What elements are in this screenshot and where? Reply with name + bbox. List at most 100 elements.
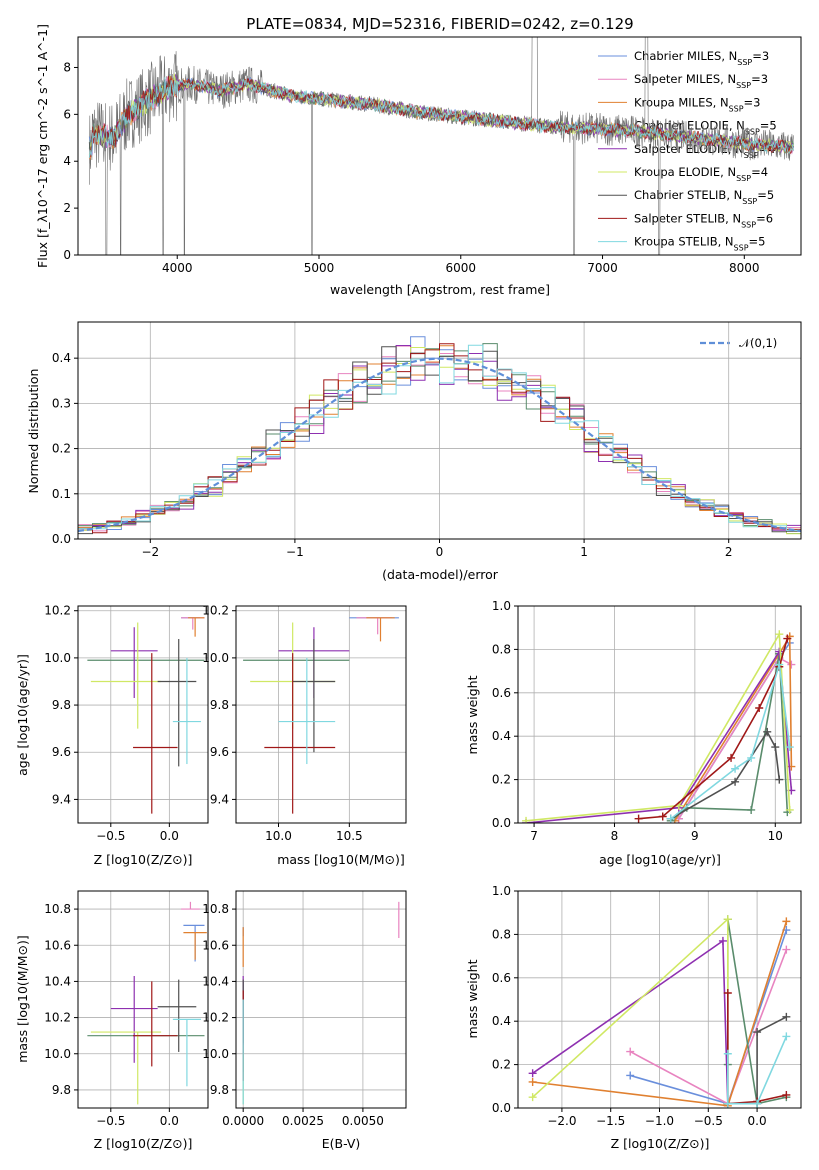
axes-frame — [77, 321, 802, 540]
y-tick-label: 9.4 — [210, 792, 229, 806]
mass-ebv-x-label: E(B-V) — [322, 1136, 361, 1151]
y-tick-label: 10.0 — [44, 651, 71, 665]
mass-weight-point — [626, 1047, 635, 1056]
weight-vs-age-panel: age [log10(age/yr)] mass weight 7 8 9 10 0.0… — [465, 599, 802, 867]
mass-weight-point — [727, 753, 736, 762]
legend-entry-count: =5 — [757, 188, 774, 202]
y-tick-label: 10.8 — [44, 902, 71, 916]
x-tick-label: 8 — [611, 829, 619, 843]
y-tick-label: 10.6 — [202, 938, 229, 952]
x-tick-label: −0.5 — [96, 829, 125, 843]
x-tick-label: 0 — [436, 545, 444, 559]
mass-weight-point — [723, 1049, 732, 1058]
residual-y-label: Normed distribution — [26, 369, 41, 494]
mass-weight-point — [658, 812, 667, 821]
spectrum-y-label: Flux [f_λ10^-17 erg cm^-2 s^-1 A^-1] — [35, 24, 50, 268]
y-tick-label: 0.4 — [492, 1014, 511, 1028]
plot-area-weight-vs-Z — [528, 915, 791, 1108]
x-tick-label: 9 — [691, 829, 699, 843]
y-tick-label: 10.0 — [202, 1047, 229, 1061]
mass-weight-point — [626, 1071, 635, 1080]
y-tick-label: 0.2 — [492, 773, 511, 787]
y-tick-label: 1.0 — [492, 599, 511, 613]
plot-area-mass-vs-EBV — [242, 901, 400, 1105]
y-tick-label: 2 — [63, 201, 71, 215]
axes-frame — [77, 605, 209, 824]
plot-area-age-vs-mass — [243, 617, 399, 814]
x-tick-label: 5000 — [304, 261, 335, 275]
mass-weight-point — [731, 764, 740, 773]
y-tick-label: 0.6 — [492, 686, 511, 700]
x-tick-label: 0.0 — [160, 1114, 179, 1128]
y-tick-label: 0.6 — [492, 971, 511, 985]
y-tick-label: 10.2 — [44, 1011, 71, 1025]
x-tick-label: 0.0025 — [282, 1114, 324, 1128]
y-tick-label: 0.0 — [492, 1101, 511, 1115]
age-vs-mass-panel: mass [log10(M/M⊙)] 10.0 10.59.49.69.810.0… — [202, 604, 407, 867]
spectrum-panel: PLATE=0834, MJD=52316, FIBERID=0242, z=0… — [35, 15, 802, 297]
x-tick-label: 2 — [725, 545, 733, 559]
y-tick-label: 0.3 — [52, 396, 71, 410]
x-tick-label: −1.0 — [645, 1114, 674, 1128]
y-tick-label: 1.0 — [492, 884, 511, 898]
axes-mass-vs-EBV: 0.0000 0.0025 0.0050 9.8 10.0 10.2 10.4 10.6 10.… — [202, 891, 406, 1128]
legend-entry-sub: SSP — [734, 243, 749, 252]
axes-mass-vs-Z: −0.5 0.0 9.8 10.0 10.2 10.4 10.6 10.8 — [44, 891, 208, 1128]
legend-entry-count: =5 — [760, 119, 777, 133]
mass-vs-ebv-panel: E(B-V) 0.0000 0.0025 0.0050 9.8 10.0 10.2 10.4… — [202, 890, 407, 1151]
y-tick-label: 10.8 — [202, 902, 229, 916]
y-tick-label: 0.4 — [492, 729, 511, 743]
mass-weight-line — [525, 631, 791, 822]
weight-age-x-label: age [log10(age/yr)] — [599, 852, 721, 867]
x-tick-label: −0.5 — [96, 1114, 125, 1128]
y-tick-label: 0.0 — [52, 532, 71, 546]
plot-area-spectrum — [88, 37, 795, 255]
legend-entry-count: =4 — [751, 165, 768, 179]
y-tick-label: 10.2 — [202, 1011, 229, 1025]
axes-weight-vs-age: 7 8 9 10 0.0 0.2 0.4 0.6 0.8 1.0 — [492, 599, 801, 843]
residual-histogram-step — [78, 344, 801, 531]
y-tick-label: 10.2 — [202, 604, 229, 618]
x-tick-label: 0.0 — [160, 829, 179, 843]
y-tick-label: 9.6 — [210, 745, 229, 759]
mass-weight-point — [782, 945, 791, 954]
mass-weight-point — [753, 1099, 762, 1108]
mass-weight-line — [525, 649, 793, 823]
legend-entry: Kroupa ELODIE, NSSP=4 — [634, 165, 768, 183]
plot-area-mass-vs-Z — [87, 901, 207, 1105]
mass-weight-point — [787, 660, 796, 669]
mass-weight-point — [771, 743, 780, 752]
model-spectrum-line — [88, 77, 795, 158]
legend-entry-count: =3 — [751, 72, 768, 86]
model-spectrum-line — [88, 74, 795, 155]
axes-age-vs-mass: 10.0 10.5 9.4 9.6 9.8 10.0 10.2 — [202, 604, 406, 843]
mass-weight-point — [763, 727, 772, 736]
weight-z-y-label: mass weight — [465, 959, 480, 1038]
legend-entry-name: Salpeter MILES, N — [634, 72, 736, 86]
mass-weight-point — [775, 630, 784, 639]
mass-weight-point — [718, 936, 727, 945]
x-tick-label: 10.0 — [265, 829, 292, 843]
legend-entry-name: Kroupa ELODIE, N — [634, 165, 736, 179]
mass-weight-point — [666, 814, 675, 823]
x-tick-label: −1.5 — [596, 1114, 625, 1128]
legend-entry-sub: SSP — [736, 174, 751, 183]
age-z-x-label: Z [log10(Z/Z⊙)] — [94, 852, 193, 867]
y-tick-label: 0 — [63, 248, 71, 262]
mass-weight-point — [747, 753, 756, 762]
y-tick-label: 10.6 — [44, 938, 71, 952]
axes-frame — [235, 605, 407, 824]
mass-weight-point — [782, 1012, 791, 1021]
model-spectrum-line — [89, 75, 795, 158]
mass-weight-point — [753, 1028, 762, 1037]
x-tick-label: −1 — [286, 545, 304, 559]
x-tick-label: 0.0050 — [342, 1114, 384, 1128]
mass-weight-point — [528, 1077, 537, 1086]
axes-frame — [77, 36, 802, 256]
legend-entry-count: =5 — [749, 235, 766, 249]
legend-entry: Kroupa STELIB, NSSP=5 — [634, 235, 765, 253]
mass-weight-point — [723, 1099, 732, 1108]
y-tick-label: 9.4 — [52, 792, 71, 806]
plot-area-residuals — [78, 336, 801, 535]
